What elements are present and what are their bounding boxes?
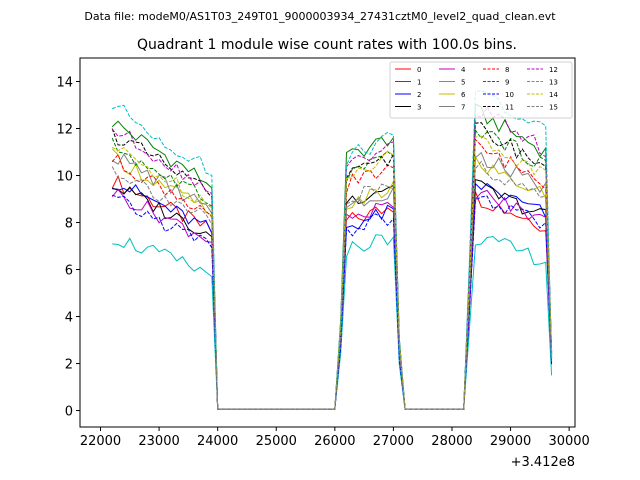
y-tick-label: 8 (65, 217, 73, 232)
series-line-3 (112, 178, 553, 410)
y-tick-label: 6 (65, 264, 73, 279)
legend-label-9: 9 (505, 79, 509, 87)
series-line-11 (111, 122, 553, 410)
x-axis-offset-label: +3.412e8 (511, 455, 575, 470)
legend-label-11: 11 (505, 104, 514, 112)
series-line-8 (111, 138, 553, 410)
legend-label-6: 6 (461, 91, 466, 99)
x-tick-label: 23000 (138, 434, 179, 449)
y-tick-label: 0 (65, 405, 73, 420)
legend-label-3: 3 (417, 104, 421, 112)
y-tick-label: 12 (56, 123, 73, 138)
legend-label-10: 10 (505, 91, 514, 99)
x-tick-label: 25000 (256, 434, 297, 449)
x-tick-label: 26000 (314, 434, 355, 449)
legend-label-12: 12 (549, 66, 558, 74)
legend-label-15: 15 (549, 104, 558, 112)
y-tick-label: 14 (56, 76, 73, 91)
legend-label-8: 8 (505, 66, 509, 74)
legend-label-13: 13 (549, 79, 558, 87)
series-line-12 (111, 106, 553, 410)
series-line-5 (112, 234, 553, 410)
axes-frame (79, 57, 576, 428)
y-tick-label: 2 (65, 358, 73, 373)
chart-title: Quadrant 1 module wise count rates with … (137, 37, 517, 53)
series-line-1 (111, 103, 553, 410)
x-tick-label: 30000 (548, 434, 589, 449)
legend-label-0: 0 (417, 66, 421, 74)
y-tick-label: 4 (65, 311, 73, 326)
series-line-4 (111, 188, 553, 410)
series-line-14 (111, 135, 553, 410)
legend-box (389, 61, 573, 119)
y-tick-label: 10 (56, 170, 73, 185)
series-line-0 (111, 174, 553, 410)
series-line-2 (112, 182, 553, 410)
legend-label-1: 1 (417, 79, 421, 87)
y-axis: 0 2 4 6 8 10 12 14 (56, 76, 80, 420)
series-line-10 (112, 194, 553, 410)
x-tick-label: 27000 (373, 434, 414, 449)
x-tick-label: 22000 (80, 434, 121, 449)
legend-label-14: 14 (549, 91, 558, 99)
legend-label-4: 4 (461, 66, 466, 74)
series-line-15 (111, 160, 553, 410)
x-tick-label: 24000 (197, 434, 238, 449)
legend-label-2: 2 (417, 91, 421, 99)
x-axis: 22000 23000 24000 25000 26000 27000 28000 29000… (80, 427, 590, 449)
figure-suptitle: Data file: modeM0/AS1T03_249T01_90000039… (84, 10, 556, 23)
legend-label-7: 7 (461, 104, 465, 112)
series-layer (111, 89, 553, 410)
x-tick-label: 28000 (431, 434, 472, 449)
legend-label-5: 5 (461, 79, 465, 87)
x-tick-label: 29000 (490, 434, 531, 449)
